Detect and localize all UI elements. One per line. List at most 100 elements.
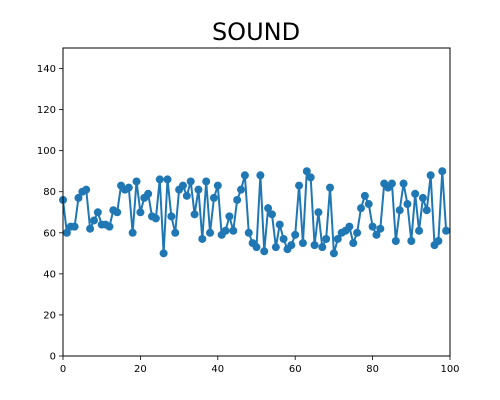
- data-point: [105, 222, 114, 231]
- x-tick-label: 0: [60, 364, 66, 375]
- data-point: [155, 175, 164, 184]
- data-point: [144, 189, 153, 198]
- data-point: [287, 241, 296, 250]
- data-point: [190, 210, 199, 219]
- data-point: [422, 206, 431, 215]
- data-point: [353, 228, 362, 237]
- data-point: [411, 189, 420, 198]
- x-tick-label: 40: [211, 364, 224, 375]
- data-point: [151, 214, 160, 223]
- data-point: [213, 181, 222, 190]
- chart-title: SOUND: [212, 18, 300, 46]
- data-point: [306, 173, 315, 182]
- data-point: [364, 200, 373, 209]
- data-point: [240, 171, 249, 180]
- data-point: [356, 204, 365, 213]
- data-point: [442, 226, 451, 235]
- data-point: [178, 181, 187, 190]
- data-point: [318, 243, 327, 252]
- data-point: [391, 237, 400, 246]
- data-point: [221, 226, 230, 235]
- data-point: [194, 185, 203, 194]
- data-point: [86, 224, 95, 233]
- data-point: [260, 247, 269, 256]
- data-point: [256, 171, 265, 180]
- data-point: [74, 193, 83, 202]
- data-point: [415, 226, 424, 235]
- data-point: [298, 239, 307, 248]
- data-point: [264, 204, 273, 213]
- data-point: [225, 212, 234, 221]
- data-point: [275, 220, 284, 229]
- data-point: [434, 237, 443, 246]
- data-point: [198, 234, 207, 243]
- data-point: [418, 193, 427, 202]
- axes-layer: 0 20 40 60 80 100 0 20 40 60 80 100 120 140: [37, 64, 460, 375]
- x-tick-label: 20: [134, 364, 147, 375]
- y-tick-label: 100: [37, 146, 56, 157]
- data-point: [82, 185, 91, 194]
- data-point: [291, 230, 300, 239]
- data-point: [244, 228, 253, 237]
- data-point: [70, 222, 79, 231]
- data-point: [376, 224, 385, 233]
- data-point: [387, 179, 396, 188]
- y-tick-label: 80: [43, 187, 56, 198]
- data-point: [93, 208, 102, 217]
- data-point: [159, 249, 168, 258]
- data-point: [237, 185, 246, 194]
- data-point: [372, 230, 381, 239]
- data-point: [326, 183, 335, 192]
- data-point: [399, 179, 408, 188]
- data-point: [186, 177, 195, 186]
- data-point: [202, 177, 211, 186]
- y-tick-label: 60: [43, 228, 56, 239]
- y-tick-label: 20: [43, 310, 56, 321]
- data-point: [171, 228, 180, 237]
- data-point: [128, 228, 137, 237]
- data-point: [163, 175, 172, 184]
- data-point: [345, 222, 354, 231]
- plot-area: [63, 48, 450, 356]
- x-tick-label: 80: [366, 364, 379, 375]
- y-tick-label: 40: [43, 269, 56, 280]
- data-point: [426, 171, 435, 180]
- data-point: [302, 167, 311, 176]
- data-point: [206, 228, 215, 237]
- data-point: [209, 193, 218, 202]
- x-tick-label: 100: [440, 364, 459, 375]
- data-point: [349, 239, 358, 248]
- data-point: [368, 222, 377, 231]
- data-point: [124, 183, 133, 192]
- data-point: [329, 249, 338, 258]
- data-point: [310, 241, 319, 250]
- y-tick-label: 120: [37, 105, 56, 116]
- x-tick-label: 60: [289, 364, 302, 375]
- series-layer: [59, 167, 451, 258]
- data-point: [333, 234, 342, 243]
- data-point: [403, 200, 412, 209]
- data-point: [314, 208, 323, 217]
- data-point: [395, 206, 404, 215]
- data-point: [136, 208, 145, 217]
- data-point: [322, 234, 331, 243]
- data-point: [267, 210, 276, 219]
- data-point: [360, 191, 369, 200]
- data-point: [113, 208, 122, 217]
- data-point: [252, 243, 261, 252]
- data-point: [229, 226, 238, 235]
- data-point: [132, 177, 141, 186]
- data-point: [182, 191, 191, 200]
- y-tick-label: 140: [37, 64, 56, 75]
- data-point: [62, 228, 71, 237]
- plot-frame: [62, 47, 451, 357]
- data-point: [295, 181, 304, 190]
- data-point: [407, 237, 416, 246]
- data-point: [271, 243, 280, 252]
- data-point: [233, 195, 242, 204]
- y-tick-label: 0: [50, 352, 56, 363]
- data-point: [89, 216, 98, 225]
- data-point: [167, 212, 176, 221]
- data-point: [438, 167, 447, 176]
